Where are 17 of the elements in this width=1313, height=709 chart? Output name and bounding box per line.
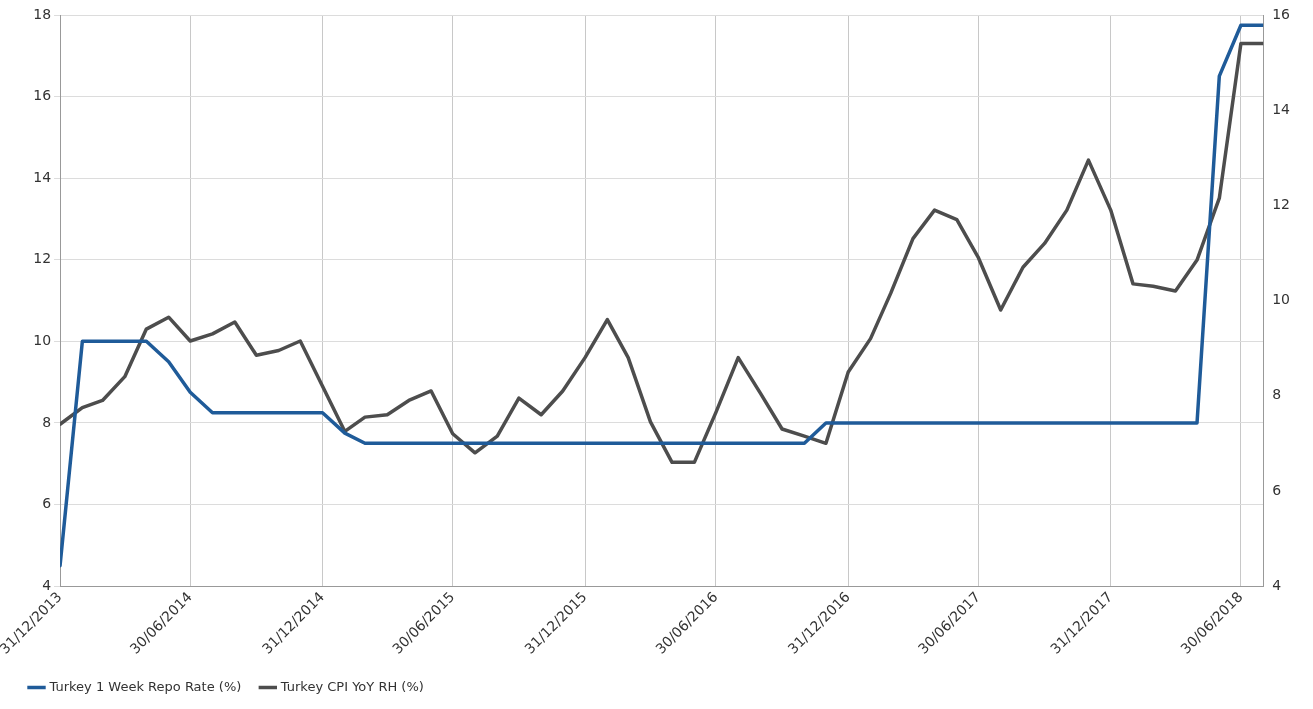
- y-tick-label: 16: [33, 87, 52, 104]
- y2-tick-label: 12: [1272, 196, 1291, 212]
- y-tick-label: 14: [33, 168, 52, 185]
- y2-tick-label: 16: [1272, 5, 1291, 22]
- y2-tick-label: 4: [1272, 576, 1282, 593]
- y2-tick-label: 8: [1272, 386, 1282, 403]
- y-tick-label: 12: [33, 250, 52, 267]
- y-tick-label: 8: [42, 413, 52, 430]
- y2-tick-label: 10: [1272, 291, 1291, 308]
- legend-label: Turkey 1 Week Repo Rate (%): [48, 678, 242, 694]
- y2-tick-label: 14: [1272, 100, 1291, 117]
- y-tick-label: 6: [42, 495, 52, 512]
- y-tick-label: 10: [33, 331, 52, 348]
- legend-label: Turkey CPI YoY RH (%): [279, 678, 424, 694]
- y-tick-label: 18: [33, 5, 52, 22]
- y-tick-label: 4: [42, 576, 52, 593]
- y2-tick-label: 6: [1272, 481, 1282, 498]
